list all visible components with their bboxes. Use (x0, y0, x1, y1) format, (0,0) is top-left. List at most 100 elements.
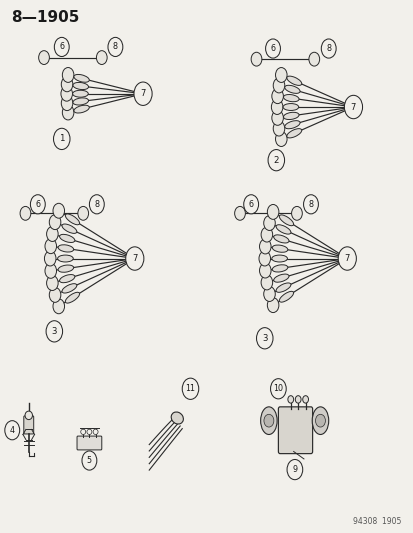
Text: 6: 6 (35, 200, 40, 209)
Circle shape (96, 51, 107, 64)
Ellipse shape (283, 112, 298, 119)
Text: 6: 6 (248, 200, 253, 209)
Circle shape (53, 203, 64, 218)
Circle shape (286, 459, 302, 480)
Circle shape (273, 121, 284, 136)
Ellipse shape (65, 214, 79, 225)
Circle shape (271, 110, 283, 125)
Circle shape (5, 421, 20, 440)
Ellipse shape (59, 235, 75, 243)
Circle shape (49, 215, 61, 230)
Circle shape (45, 239, 57, 254)
Circle shape (263, 215, 275, 230)
Circle shape (243, 195, 258, 214)
Circle shape (82, 451, 97, 470)
Ellipse shape (272, 245, 287, 252)
Ellipse shape (279, 292, 293, 302)
Ellipse shape (282, 103, 298, 110)
Ellipse shape (271, 255, 287, 262)
Ellipse shape (74, 105, 89, 113)
Circle shape (303, 195, 318, 214)
Ellipse shape (59, 274, 75, 282)
Ellipse shape (25, 411, 32, 419)
FancyBboxPatch shape (77, 436, 102, 450)
Ellipse shape (171, 412, 183, 424)
Circle shape (261, 227, 272, 242)
Text: 8: 8 (113, 43, 118, 52)
Circle shape (62, 105, 74, 120)
Circle shape (291, 206, 301, 220)
Ellipse shape (311, 407, 328, 434)
Ellipse shape (93, 429, 98, 434)
Circle shape (294, 395, 300, 403)
Ellipse shape (260, 407, 276, 434)
Text: 94308  1905: 94308 1905 (352, 517, 400, 526)
Ellipse shape (73, 98, 88, 105)
Circle shape (263, 287, 275, 302)
Circle shape (89, 195, 104, 214)
Ellipse shape (275, 283, 290, 292)
Ellipse shape (62, 284, 77, 293)
Circle shape (271, 88, 283, 103)
Circle shape (275, 132, 286, 147)
Text: 8: 8 (325, 44, 330, 53)
Circle shape (267, 205, 278, 220)
Ellipse shape (58, 265, 74, 272)
Circle shape (259, 239, 271, 254)
Text: 7: 7 (140, 89, 145, 98)
Circle shape (273, 78, 284, 93)
Circle shape (44, 251, 56, 266)
Ellipse shape (283, 94, 298, 102)
Text: 8—1905: 8—1905 (11, 10, 79, 25)
Ellipse shape (275, 225, 290, 234)
Text: 4: 4 (10, 426, 15, 435)
Circle shape (275, 68, 286, 83)
Circle shape (20, 206, 31, 220)
Text: 3: 3 (52, 327, 57, 336)
Circle shape (234, 206, 245, 220)
Circle shape (267, 298, 278, 312)
Circle shape (259, 263, 271, 278)
Circle shape (263, 414, 273, 427)
Circle shape (49, 287, 61, 302)
Ellipse shape (65, 292, 79, 303)
Circle shape (61, 77, 73, 92)
Circle shape (268, 150, 284, 171)
Ellipse shape (87, 429, 92, 434)
Text: 7: 7 (344, 254, 349, 263)
Ellipse shape (57, 255, 73, 262)
Circle shape (30, 195, 45, 214)
Circle shape (320, 39, 335, 58)
Circle shape (251, 52, 261, 66)
Text: 5: 5 (87, 456, 92, 465)
Ellipse shape (286, 76, 301, 85)
Circle shape (53, 128, 70, 150)
Ellipse shape (72, 90, 88, 97)
Text: 10: 10 (273, 384, 282, 393)
Circle shape (54, 37, 69, 56)
Circle shape (182, 378, 198, 399)
Circle shape (265, 39, 280, 58)
Ellipse shape (284, 120, 299, 129)
Ellipse shape (74, 75, 89, 82)
Text: 8: 8 (308, 200, 313, 209)
Text: 11: 11 (185, 384, 195, 393)
Circle shape (337, 247, 356, 270)
Circle shape (315, 414, 325, 427)
Ellipse shape (284, 85, 299, 93)
Circle shape (259, 251, 270, 266)
FancyBboxPatch shape (24, 416, 33, 434)
Circle shape (308, 52, 319, 66)
Circle shape (53, 299, 64, 314)
Ellipse shape (273, 274, 288, 282)
Circle shape (62, 68, 74, 83)
Circle shape (302, 395, 308, 403)
Text: 7: 7 (350, 102, 355, 111)
Text: 6: 6 (270, 44, 275, 53)
Circle shape (108, 37, 123, 56)
Circle shape (261, 275, 272, 290)
Text: 7: 7 (132, 254, 137, 263)
Text: 2: 2 (273, 156, 278, 165)
Circle shape (47, 227, 58, 241)
Ellipse shape (279, 215, 293, 225)
